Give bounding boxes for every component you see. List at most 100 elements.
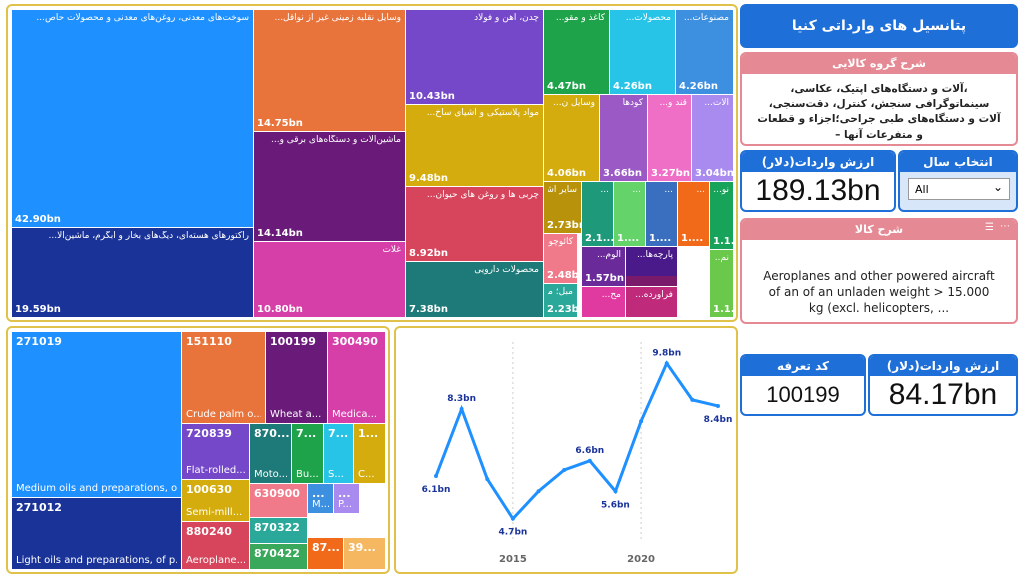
- data-point[interactable]: [536, 489, 541, 494]
- group-tile[interactable]: نو... 1.1...: [710, 182, 733, 249]
- product-tile-code: 7...: [296, 427, 317, 440]
- product-tile[interactable]: 100199 Wheat a...: [266, 332, 327, 423]
- group-tile[interactable]: مصنوعات... 4.26bn: [676, 10, 733, 94]
- year-select-value: All: [915, 183, 929, 196]
- product-tile[interactable]: ... M...: [308, 484, 333, 513]
- product-tile-code: 39...: [348, 541, 376, 554]
- group-tile-value: 4.26bn: [679, 80, 718, 92]
- product-tile[interactable]: 7... S...: [324, 424, 353, 483]
- data-point[interactable]: [562, 467, 567, 472]
- data-point[interactable]: [639, 419, 644, 424]
- data-point[interactable]: [459, 407, 464, 412]
- data-point[interactable]: [434, 474, 438, 479]
- product-tile[interactable]: 100630 Semi-mill...: [182, 480, 249, 521]
- product-tile-desc: Crude palm o...: [186, 408, 261, 420]
- group-tile[interactable]: ماشین‌آلات و دستگاه‌های برقی و... 14.14bn: [254, 132, 405, 241]
- product-tile-desc: Wheat a...: [270, 408, 322, 420]
- group-tile[interactable]: پارچه‌ها...: [626, 247, 677, 276]
- group-tile-label: ...: [632, 185, 641, 195]
- group-treemap: سوخت‌های معدنی، روغن‌های معدنی و محصولات…: [12, 10, 734, 318]
- product-tile[interactable]: 630900: [250, 484, 307, 517]
- year-filter-label: انتخاب سال: [900, 152, 1016, 172]
- year-select[interactable]: All ⌄: [908, 178, 1010, 200]
- product-tile[interactable]: 870422: [250, 544, 307, 569]
- group-tile[interactable]: سایر اشیا... 2.73bn: [544, 182, 581, 233]
- group-tile[interactable]: وسایل نقلیه زمینی غیر از نواقل... 14.75bn: [254, 10, 405, 131]
- group-tile[interactable]: رآکتورهای هسته‌ای، دیگ‌های بخار و آبگرم،…: [12, 228, 253, 317]
- data-point[interactable]: [690, 397, 695, 402]
- group-tile-label: قند و...: [659, 98, 687, 108]
- import-selected-card: ارزش واردات(دلار) 84.17bn: [868, 354, 1018, 416]
- product-tile[interactable]: 151110 Crude palm o...: [182, 332, 265, 423]
- product-tile[interactable]: 720839 Flat-rolled...: [182, 424, 249, 479]
- group-tile-label: ...: [600, 185, 609, 195]
- product-tile[interactable]: 1... C...: [354, 424, 385, 483]
- group-tile[interactable]: آلوم... 1.57bn: [582, 247, 625, 286]
- group-tile[interactable]: کاغذ و مقو... 4.47bn: [544, 10, 609, 94]
- group-tile-label: محصولات...: [625, 13, 671, 23]
- group-desc-card: شرح گروه کالایی ،آلات و دستگاه‌های اپتیک…: [740, 52, 1018, 146]
- group-tile[interactable]: وسایل ن... 4.06bn: [544, 95, 599, 181]
- group-tile-value: 10.80bn: [257, 303, 303, 315]
- group-tile[interactable]: چدن، آهن و فولاد 10.43bn: [406, 10, 543, 104]
- group-tile[interactable]: محصولات... 4.26bn: [610, 10, 675, 94]
- product-tile[interactable]: 880240 Aeroplane...: [182, 522, 249, 569]
- group-tile[interactable]: کائوچو و... 2.48bn: [544, 234, 577, 283]
- group-tile[interactable]: ... 1....: [614, 182, 645, 246]
- product-tile-code: 87...: [312, 541, 340, 554]
- product-tile-code: 151110: [186, 335, 232, 348]
- filter-icon[interactable]: ☰: [985, 222, 994, 233]
- group-tile[interactable]: غلات 10.80bn: [254, 242, 405, 317]
- group-tile-value: 1....: [617, 232, 640, 244]
- product-tile[interactable]: 87...: [308, 538, 343, 569]
- line-chart-panel: 2015 2020 6.1bn 8.3bn 4.7bn 6.6bn 5.6bn 9.8bn 8.…: [394, 326, 738, 574]
- group-tile-label: کاغذ و مقو...: [555, 13, 605, 23]
- group-tile[interactable]: مبل؛ مبل... 2.23bn: [544, 284, 577, 317]
- group-tile-label: ...: [696, 185, 705, 195]
- group-tile[interactable]: سوخت‌های معدنی، روغن‌های معدنی و محصولات…: [12, 10, 253, 227]
- group-tile[interactable]: آلات... 3.04bn: [692, 95, 733, 181]
- data-point[interactable]: [510, 516, 515, 521]
- group-tile[interactable]: مح...: [582, 287, 625, 317]
- year-filter-card: انتخاب سال All ⌄: [898, 150, 1018, 212]
- group-tile-label: کائوچو و...: [548, 237, 573, 247]
- product-tile[interactable]: 271012 Light oils and preparations, of p.…: [12, 498, 181, 569]
- data-label: 8.3bn: [447, 394, 476, 404]
- product-tile[interactable]: 870... Moto...: [250, 424, 291, 483]
- group-tile[interactable]: کودها 3.66bn: [600, 95, 647, 181]
- data-point[interactable]: [716, 403, 720, 408]
- product-tile[interactable]: 300490 Medica...: [328, 332, 385, 423]
- group-tile-label: غلات: [382, 245, 401, 255]
- product-tile[interactable]: 271019 Medium oils and preparations, o...: [12, 332, 181, 497]
- group-tile[interactable]: ... 1....: [678, 182, 709, 246]
- group-tile-value: 4.26bn: [613, 80, 652, 92]
- data-point[interactable]: [587, 458, 592, 463]
- group-tile[interactable]: ... 2.1...: [582, 182, 613, 246]
- group-desc-header: شرح گروه کالایی: [742, 54, 1016, 74]
- group-tile-value: 1....: [681, 232, 704, 244]
- product-tile-code: 271019: [16, 335, 62, 348]
- group-tile-value: 14.14bn: [257, 227, 303, 239]
- group-tile[interactable]: محصولات دارویی 7.38bn: [406, 262, 543, 317]
- more-options-icon[interactable]: ⋯: [1000, 221, 1010, 232]
- group-tile-label: چربی ها و روغن های حیوان...: [426, 190, 539, 200]
- data-point[interactable]: [485, 477, 490, 482]
- product-tile[interactable]: ... P...: [334, 484, 359, 513]
- group-tile[interactable]: نم... 1.1...: [710, 250, 733, 317]
- product-tile[interactable]: 870322: [250, 518, 307, 543]
- group-tile-label: سایر اشیا...: [548, 185, 577, 195]
- product-tile-code: 7...: [328, 427, 349, 440]
- product-tile[interactable]: 7... Bu...: [292, 424, 323, 483]
- data-point[interactable]: [664, 361, 669, 366]
- product-tile-desc: C...: [358, 468, 375, 480]
- product-tile[interactable]: 39...: [344, 538, 385, 569]
- product-tile-code: 100630: [186, 483, 232, 496]
- group-tile[interactable]: ... 1....: [646, 182, 677, 246]
- group-tile[interactable]: قند و... 3.27bn: [648, 95, 691, 181]
- group-tile[interactable]: چربی ها و روغن های حیوان... 8.92bn: [406, 187, 543, 261]
- data-point[interactable]: [613, 489, 618, 494]
- group-tile-value: 19.59bn: [15, 303, 61, 315]
- group-tile[interactable]: فرآورده...: [626, 287, 677, 317]
- group-desc-text: ،آلات و دستگاه‌های اپتیک، عکاسی، سینماتو…: [757, 83, 1001, 141]
- group-tile[interactable]: مواد پلاستیکی و اشیای ساخ... 9.48bn: [406, 105, 543, 186]
